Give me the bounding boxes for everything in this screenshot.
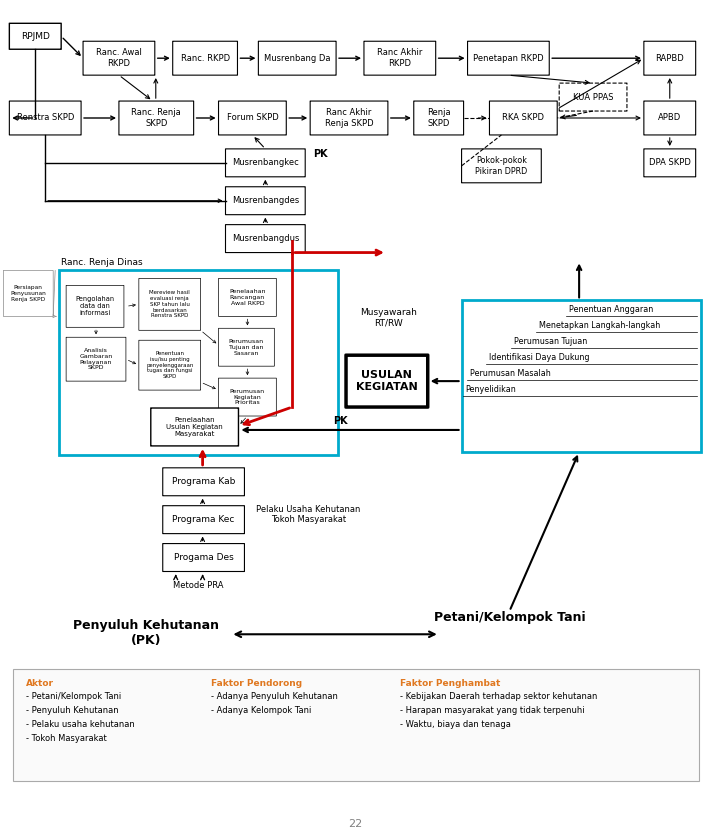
Text: Progama Des: Progama Des bbox=[173, 553, 233, 562]
Text: APBD: APBD bbox=[658, 113, 681, 123]
FancyBboxPatch shape bbox=[119, 101, 193, 135]
Text: Ranc. RKPD: Ranc. RKPD bbox=[181, 53, 230, 63]
FancyBboxPatch shape bbox=[218, 101, 287, 135]
Text: Penelaahan
Rancangan
Awal RKPD: Penelaahan Rancangan Awal RKPD bbox=[229, 289, 266, 306]
Text: Musrenbang Da: Musrenbang Da bbox=[264, 53, 331, 63]
FancyBboxPatch shape bbox=[4, 270, 53, 316]
Text: - Kebijakan Daerah terhadap sektor kehutanan: - Kebijakan Daerah terhadap sektor kehut… bbox=[400, 692, 597, 701]
FancyBboxPatch shape bbox=[163, 505, 245, 534]
FancyBboxPatch shape bbox=[59, 270, 338, 455]
Text: - Petani/Kelompok Tani: - Petani/Kelompok Tani bbox=[26, 692, 122, 701]
FancyBboxPatch shape bbox=[218, 378, 277, 416]
Text: RAPBD: RAPBD bbox=[656, 53, 684, 63]
Text: Petani/Kelompok Tani: Petani/Kelompok Tani bbox=[434, 611, 585, 625]
FancyBboxPatch shape bbox=[83, 41, 155, 75]
FancyBboxPatch shape bbox=[66, 337, 126, 381]
FancyBboxPatch shape bbox=[489, 101, 557, 135]
Text: PK: PK bbox=[313, 149, 328, 159]
FancyBboxPatch shape bbox=[9, 23, 61, 49]
Text: Pelaku Usaha Kehutanan
Tokoh Masyarakat: Pelaku Usaha Kehutanan Tokoh Masyarakat bbox=[257, 505, 360, 524]
FancyBboxPatch shape bbox=[139, 340, 201, 390]
FancyBboxPatch shape bbox=[346, 355, 428, 407]
FancyBboxPatch shape bbox=[66, 285, 124, 327]
FancyBboxPatch shape bbox=[310, 101, 388, 135]
Text: Penentuan Anggaran: Penentuan Anggaran bbox=[570, 305, 653, 314]
Text: 22: 22 bbox=[348, 819, 362, 829]
Text: Penyuluh Kehutanan
(PK): Penyuluh Kehutanan (PK) bbox=[73, 620, 219, 647]
Text: Ranc. Renja
SKPD: Ranc. Renja SKPD bbox=[132, 108, 181, 128]
Text: Perumusan
Kegiatan
Prioritas: Perumusan Kegiatan Prioritas bbox=[230, 389, 265, 405]
Text: Analisis
Gambaran
Pelayanan
SKPD: Analisis Gambaran Pelayanan SKPD bbox=[80, 348, 112, 370]
Text: - Penyuluh Kehutanan: - Penyuluh Kehutanan bbox=[26, 706, 119, 715]
Text: Forum SKPD: Forum SKPD bbox=[227, 113, 278, 123]
Text: Musrenbangkec: Musrenbangkec bbox=[232, 158, 299, 168]
Text: RPJMD: RPJMD bbox=[21, 32, 50, 41]
FancyBboxPatch shape bbox=[644, 101, 695, 135]
Text: Musrenbangdes: Musrenbangdes bbox=[232, 196, 299, 205]
FancyBboxPatch shape bbox=[218, 279, 277, 316]
Text: Pengolahan
data dan
informasi: Pengolahan data dan informasi bbox=[75, 296, 114, 316]
FancyBboxPatch shape bbox=[644, 149, 695, 177]
Text: - Adanya Penyuluh Kehutanan: - Adanya Penyuluh Kehutanan bbox=[210, 692, 338, 701]
Text: Metode PRA: Metode PRA bbox=[173, 581, 224, 590]
Text: Identifikasi Daya Dukung: Identifikasi Daya Dukung bbox=[489, 353, 590, 362]
Text: Renstra SKPD: Renstra SKPD bbox=[16, 113, 74, 123]
Text: RKA SKPD: RKA SKPD bbox=[503, 113, 545, 123]
Text: Penelaahan
Usulan Kegiatan
Masyarakat: Penelaahan Usulan Kegiatan Masyarakat bbox=[166, 417, 223, 437]
FancyBboxPatch shape bbox=[14, 669, 699, 781]
Text: Mereview hasil
evaluasi renja
SKP tahun lalu
berdasarkan
Renstra SKPD: Mereview hasil evaluasi renja SKP tahun … bbox=[149, 290, 190, 319]
FancyBboxPatch shape bbox=[173, 41, 237, 75]
FancyBboxPatch shape bbox=[461, 149, 541, 183]
Text: Penetapan RKPD: Penetapan RKPD bbox=[473, 53, 544, 63]
Text: - Harapan masyarakat yang tidak terpenuhi: - Harapan masyarakat yang tidak terpenuh… bbox=[400, 706, 584, 715]
Text: Programa Kec: Programa Kec bbox=[172, 515, 235, 524]
Text: Menetapkan Langkah-langkah: Menetapkan Langkah-langkah bbox=[539, 321, 661, 330]
Text: Aktor: Aktor bbox=[26, 679, 54, 688]
Text: Ranc. Renja Dinas: Ranc. Renja Dinas bbox=[61, 259, 143, 268]
FancyBboxPatch shape bbox=[139, 279, 201, 330]
Text: Perumusan Masalah: Perumusan Masalah bbox=[469, 369, 550, 378]
FancyBboxPatch shape bbox=[225, 224, 305, 253]
FancyBboxPatch shape bbox=[414, 101, 464, 135]
FancyBboxPatch shape bbox=[468, 41, 550, 75]
Text: - Adanya Kelompok Tani: - Adanya Kelompok Tani bbox=[210, 706, 311, 715]
Text: KUA PPAS: KUA PPAS bbox=[573, 93, 614, 102]
Text: Persiapan
Penyusunan
Renja SKPD: Persiapan Penyusunan Renja SKPD bbox=[11, 285, 46, 302]
Text: - Waktu, biaya dan tenaga: - Waktu, biaya dan tenaga bbox=[400, 720, 510, 729]
FancyBboxPatch shape bbox=[644, 41, 695, 75]
FancyBboxPatch shape bbox=[218, 329, 274, 366]
Text: - Tokoh Masyarakat: - Tokoh Masyarakat bbox=[26, 734, 107, 743]
FancyBboxPatch shape bbox=[461, 300, 700, 452]
FancyBboxPatch shape bbox=[9, 101, 81, 135]
FancyBboxPatch shape bbox=[163, 544, 245, 571]
Text: Ranc Akhir
Renja SKPD: Ranc Akhir Renja SKPD bbox=[325, 108, 373, 128]
Text: - Pelaku usaha kehutanan: - Pelaku usaha kehutanan bbox=[26, 720, 135, 729]
Text: PK: PK bbox=[333, 416, 348, 426]
Text: Pokok-pokok
Pikiran DPRD: Pokok-pokok Pikiran DPRD bbox=[475, 156, 528, 175]
Text: Perumusan Tujuan: Perumusan Tujuan bbox=[514, 337, 587, 346]
Text: Penentuan
isu/isu penting
penyelenggaraan
tugas dan fungsi
SKPD: Penentuan isu/isu penting penyelenggaraa… bbox=[146, 351, 193, 379]
Text: Penyelidikan: Penyelidikan bbox=[466, 385, 516, 394]
Text: Faktor Pendorong: Faktor Pendorong bbox=[210, 679, 301, 688]
FancyBboxPatch shape bbox=[225, 149, 305, 177]
FancyBboxPatch shape bbox=[163, 468, 245, 495]
Text: Ranc Akhir
RKPD: Ranc Akhir RKPD bbox=[377, 48, 422, 68]
Text: Faktor Penghambat: Faktor Penghambat bbox=[400, 679, 501, 688]
Text: Renja
SKPD: Renja SKPD bbox=[427, 108, 451, 128]
Text: DPA SKPD: DPA SKPD bbox=[649, 158, 690, 168]
Text: Ranc. Awal
RKPD: Ranc. Awal RKPD bbox=[96, 48, 142, 68]
Text: USULAN
KEGIATAN: USULAN KEGIATAN bbox=[356, 370, 418, 392]
Text: Perumusan
Tujuan dan
Sasaran: Perumusan Tujuan dan Sasaran bbox=[229, 339, 264, 355]
FancyBboxPatch shape bbox=[364, 41, 436, 75]
Text: Programa Kab: Programa Kab bbox=[172, 477, 235, 486]
FancyBboxPatch shape bbox=[151, 408, 238, 446]
FancyBboxPatch shape bbox=[559, 83, 627, 111]
Text: Musyawarah
RT/RW: Musyawarah RT/RW bbox=[360, 309, 417, 328]
Text: Musrenbangdus: Musrenbangdus bbox=[232, 234, 299, 243]
FancyBboxPatch shape bbox=[225, 187, 305, 214]
FancyBboxPatch shape bbox=[258, 41, 336, 75]
